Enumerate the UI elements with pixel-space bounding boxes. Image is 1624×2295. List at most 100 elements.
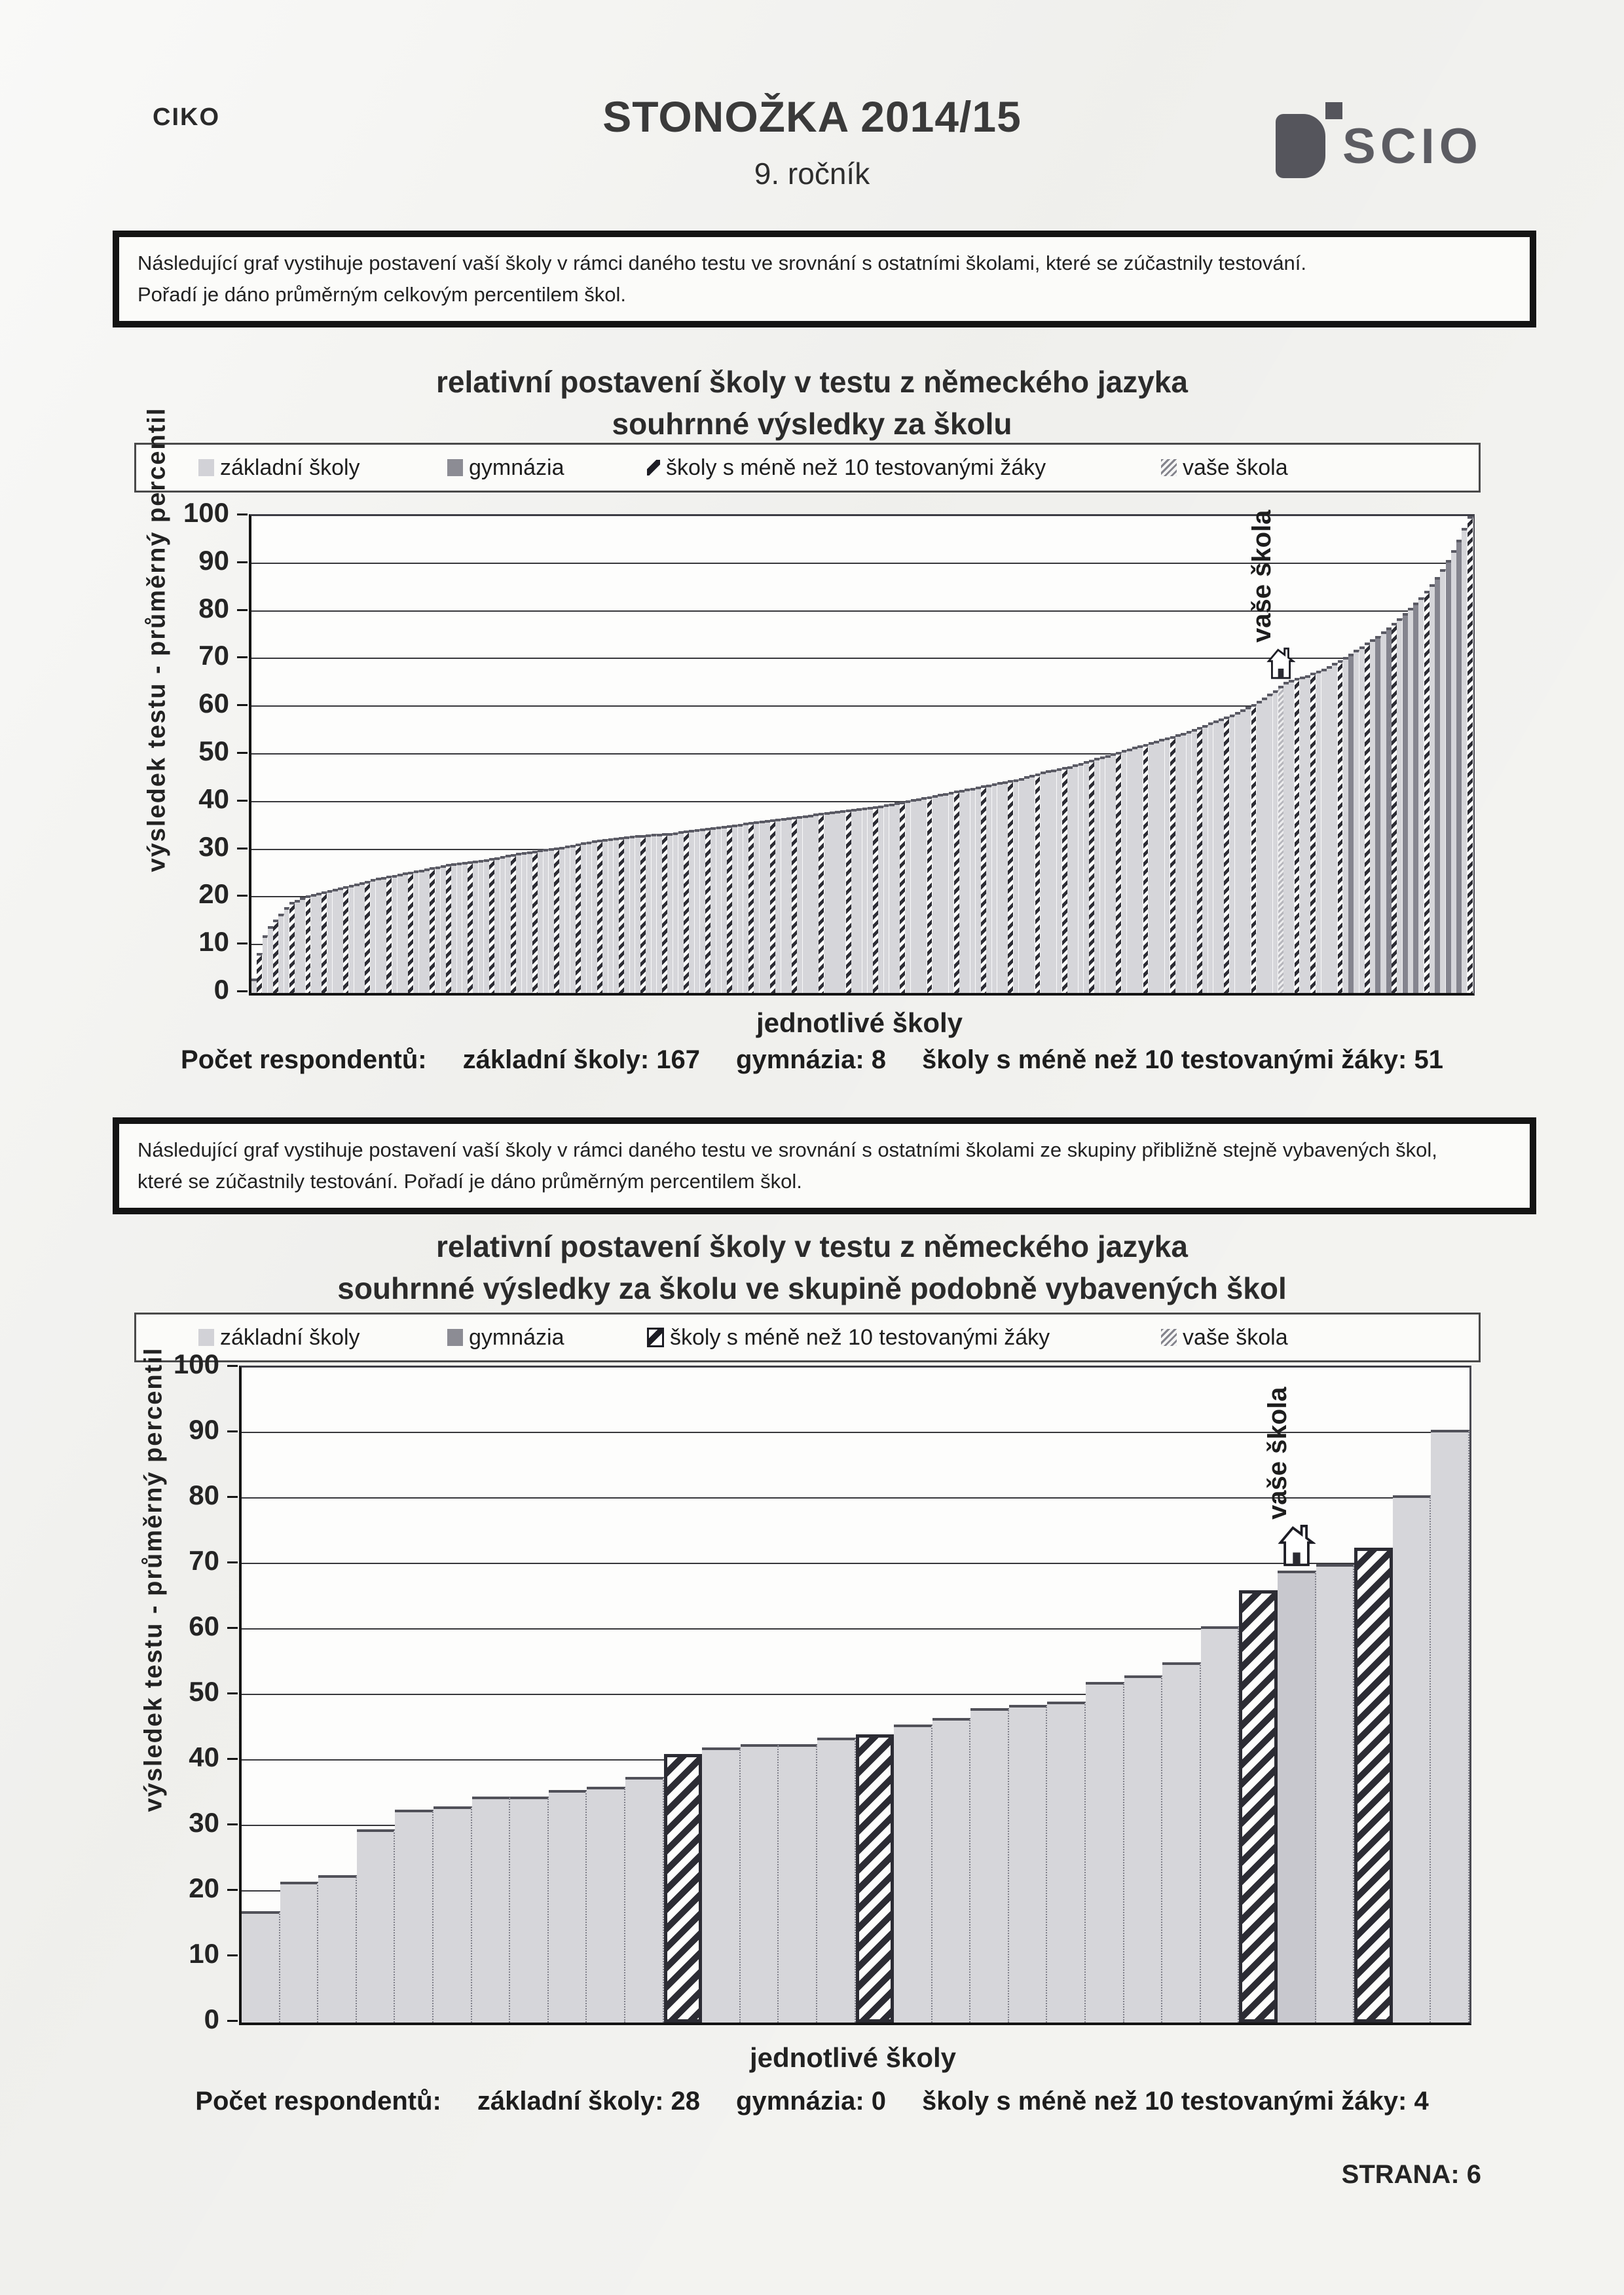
vase-swatch-icon: [1161, 459, 1177, 476]
y-tick-label: 20: [189, 1873, 219, 1903]
school-bar: [280, 1882, 319, 2023]
school-bar: [817, 1738, 856, 2023]
school-bar: [932, 1718, 971, 2023]
legend-item-mene: školy s méně než 10 testovanými žáky: [647, 445, 1046, 491]
chart2-x-axis-title: jednotlivé školy: [749, 2042, 957, 2073]
y-tick-label: 70: [198, 640, 229, 671]
y-tick-label: 90: [189, 1414, 219, 1445]
school-bar: [663, 1754, 703, 2023]
legend-item-gymnazia: gymnázia: [447, 1315, 564, 1360]
school-bar: [242, 1911, 280, 2023]
chart1-plot: vaše škola: [249, 510, 1475, 996]
chart1-legend: základní školy gymnázia školy s méně než…: [134, 443, 1481, 493]
school-bar: [433, 1806, 472, 2023]
school-bar: [1239, 1590, 1278, 2023]
y-tick: [237, 990, 248, 992]
chart1-respondents: Počet respondentů: základní školy: 167 g…: [181, 1045, 1443, 1074]
y-tick: [227, 1889, 238, 1891]
school-bar: [1086, 1682, 1124, 2023]
school-bar: [970, 1708, 1009, 2023]
chart2-respondents: Počet respondentů: základní školy: 28 gy…: [195, 2087, 1429, 2116]
y-tick: [227, 1627, 238, 1629]
gridline: [251, 610, 1473, 612]
vase-skola-annotation: vaše škola: [1263, 1387, 1293, 1520]
zakladni-swatch-icon: [198, 1329, 214, 1346]
y-tick-label: 10: [198, 926, 229, 958]
y-tick: [237, 513, 248, 515]
y-tick-label: 50: [189, 1676, 219, 1707]
y-tick-label: 80: [198, 592, 229, 624]
school-bar: [587, 1787, 625, 2023]
gridline: [251, 800, 1473, 802]
intro-box-2-line2: které se zúčastnily testování. Pořadí je…: [138, 1170, 802, 1193]
y-tick-label: 70: [189, 1545, 219, 1576]
y-tick-label: 80: [189, 1480, 219, 1510]
school-bar: [1354, 1548, 1393, 2023]
chart2-plot: vaše škola: [239, 1366, 1471, 2025]
scio-logo-text: SCIO: [1342, 118, 1483, 174]
intro-box-1-line1: Následující graf vystihuje postavení vaš…: [138, 252, 1307, 274]
school-bar: [894, 1725, 932, 2023]
y-tick-label: 20: [198, 878, 229, 910]
y-tick-label: 50: [198, 736, 229, 766]
y-tick: [237, 799, 248, 802]
chart2-title-line1: relativní postavení školy v testu z něme…: [436, 1229, 1188, 1263]
school-bar: [318, 1875, 357, 2023]
chart1-title-line1: relativní postavení školy v testu z něme…: [436, 365, 1188, 399]
vase-skola-house-icon: [1266, 647, 1296, 679]
y-tick-label: 30: [189, 1807, 219, 1838]
y-tick: [227, 1692, 238, 1694]
page-subtitle: 9. ročník: [754, 157, 870, 191]
chart1-x-axis-title: jednotlivé školy: [756, 1007, 963, 1038]
gridline: [242, 1694, 1469, 1695]
school-bar: [1278, 1571, 1316, 2023]
intro-box-2: Následující graf vystihuje postavení vaš…: [113, 1117, 1536, 1215]
y-tick: [227, 1496, 238, 1498]
school-bar: [1200, 1626, 1240, 2023]
y-tick-label: 40: [198, 783, 229, 814]
school-bar: [779, 1744, 817, 2023]
y-tick: [227, 1954, 238, 1956]
legend-item-vase: vaše škola: [1161, 1315, 1288, 1360]
school-bar: [1316, 1564, 1355, 2023]
legend-item-zakladni: základní školy: [198, 1315, 360, 1360]
school-bar: [1278, 686, 1284, 993]
school-bar: [1392, 1495, 1431, 2023]
school-bar: [1467, 516, 1473, 993]
y-tick-label: 100: [173, 1349, 219, 1379]
school-bar: [395, 1810, 434, 2023]
scio-logo-icon: [1276, 102, 1342, 178]
y-tick: [237, 752, 248, 754]
mene-swatch-icon: [647, 460, 660, 476]
school-bar: [356, 1829, 396, 2023]
y-tick: [237, 704, 248, 707]
vase-swatch-icon: [1161, 1329, 1177, 1346]
legend-item-vase: vaše škola: [1161, 445, 1288, 491]
page-title: STONOŽKA 2014/15: [602, 92, 1022, 141]
y-tick: [237, 608, 248, 611]
school-bar: [471, 1797, 511, 2023]
vase-skola-house-icon: [1278, 1524, 1317, 1567]
school-bar: [548, 1790, 587, 2023]
gridline: [242, 1432, 1469, 1433]
header-code: CIKO: [153, 103, 220, 131]
gridline: [242, 1563, 1469, 1564]
scio-logo: SCIO: [1276, 102, 1492, 189]
y-tick: [227, 1561, 238, 1563]
intro-box-1: Následující graf vystihuje postavení vaš…: [113, 231, 1536, 328]
vase-skola-marker: [1266, 647, 1296, 683]
y-tick: [237, 895, 248, 897]
y-tick: [237, 942, 248, 945]
y-tick-label: 90: [198, 544, 229, 576]
page-number: STRANA: 6: [1341, 2160, 1481, 2189]
gridline: [242, 1628, 1469, 1630]
y-tick: [227, 1430, 238, 1432]
school-bar: [740, 1744, 779, 2023]
y-tick-label: 100: [183, 497, 229, 528]
legend-item-mene: školy s méně než 10 testovanými žáky: [647, 1315, 1050, 1360]
legend-item-gymnazia: gymnázia: [447, 445, 564, 491]
y-tick-label: 60: [189, 1611, 219, 1641]
school-bar: [1431, 1430, 1469, 2023]
y-tick-label: 0: [204, 2004, 219, 2034]
